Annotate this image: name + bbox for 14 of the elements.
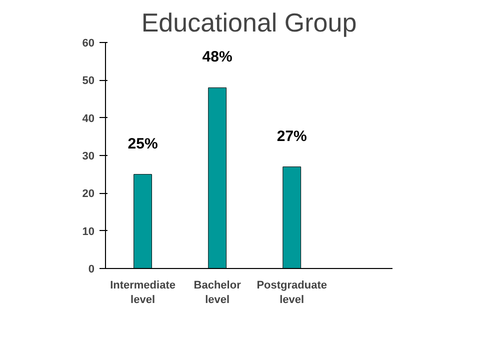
- y-tick-label: 60: [82, 38, 95, 50]
- y-tick-label: 50: [82, 75, 95, 88]
- y-tick-label: 30: [82, 150, 95, 162]
- x-tick-label: Intermediate level: [110, 280, 176, 306]
- data-label: 25%: [128, 135, 158, 152]
- x-tick-label: Postgraduate level: [256, 280, 328, 306]
- y-tick-label: 10: [82, 226, 95, 238]
- y-tick-label: 20: [82, 188, 95, 200]
- data-label: 27%: [276, 128, 307, 145]
- y-tick-label: 0: [88, 264, 95, 276]
- chart-title: Educational Group: [141, 8, 357, 38]
- y-tick-label: 40: [82, 112, 95, 125]
- data-label: 48%: [202, 48, 232, 66]
- x-tick-label: Bachelor level: [194, 280, 242, 306]
